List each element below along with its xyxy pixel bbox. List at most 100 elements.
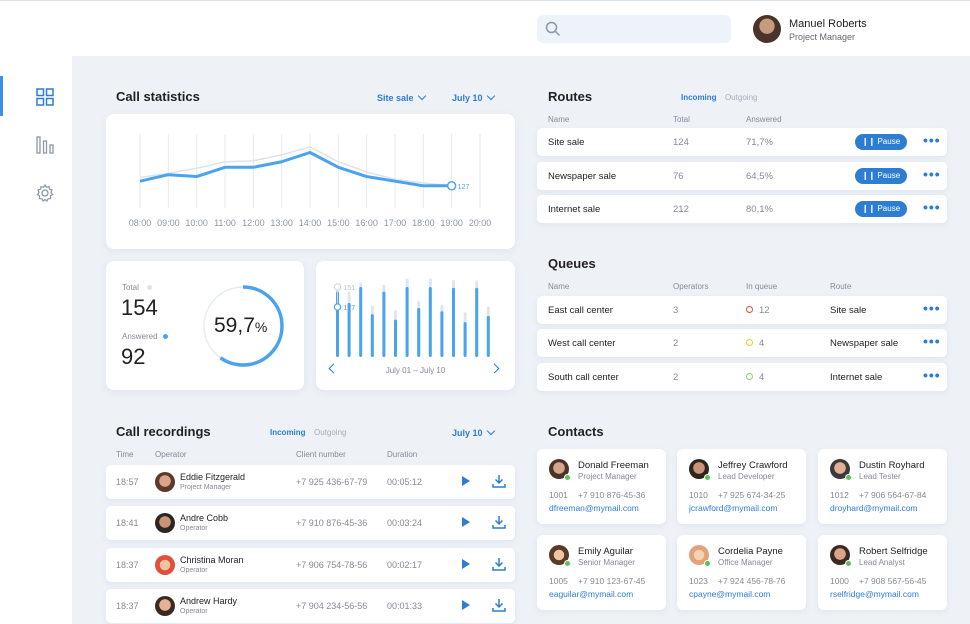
- play-icon[interactable]: [462, 476, 470, 486]
- recording-row[interactable]: 18:37 Christina Moran Operator +7 906 75…: [106, 548, 515, 582]
- download-icon[interactable]: [492, 557, 506, 571]
- queue-row[interactable]: South call center 2 4 Internet sale •••: [537, 363, 947, 391]
- dashboard-icon[interactable]: [36, 88, 54, 106]
- download-icon[interactable]: [492, 515, 506, 529]
- online-status-icon: [845, 560, 852, 567]
- recording-row[interactable]: 18:57 Eddie Fitzgerald Project Manager +…: [106, 465, 515, 499]
- more-icon[interactable]: •••: [923, 199, 941, 215]
- x-tick-label: 10:00: [185, 218, 208, 228]
- pause-button[interactable]: ❙❙ Pause: [855, 201, 907, 217]
- x-tick-label: 12:00: [242, 218, 265, 228]
- recording-time: 18:57: [116, 477, 139, 487]
- route-total: 212: [673, 204, 689, 215]
- contact-role: Lead Developer: [718, 472, 775, 481]
- marker-top: [333, 283, 342, 291]
- search-input[interactable]: [537, 15, 731, 43]
- play-icon[interactable]: [462, 517, 470, 527]
- contact-card[interactable]: Emily Aguilar Senior Manager 1005 +7 910…: [537, 535, 666, 610]
- bar: [347, 302, 351, 357]
- pause-button[interactable]: ❙❙ Pause: [855, 134, 907, 150]
- route-row[interactable]: Newspaper sale 76 64,5% ❙❙ Pause •••: [537, 162, 947, 190]
- avatar[interactable]: [753, 15, 781, 43]
- recordings-tab-incoming[interactable]: Incoming: [270, 428, 306, 437]
- site-filter-dropdown[interactable]: Site sale: [377, 91, 426, 103]
- pause-button[interactable]: ❙❙ Pause: [855, 168, 907, 184]
- recording-duration: 00:03:24: [387, 518, 423, 528]
- contact-email[interactable]: rselfridge@mymail.com: [830, 589, 919, 599]
- avatar: [830, 459, 850, 479]
- routes-tab-incoming[interactable]: Incoming: [681, 93, 717, 102]
- recording-time: 18:37: [116, 560, 139, 570]
- contact-phone: +7 908 567-56-45: [859, 576, 927, 586]
- more-icon[interactable]: •••: [923, 166, 941, 182]
- route-answered: 80,1%: [746, 204, 773, 215]
- route-name: Newspaper sale: [548, 171, 617, 182]
- top-bar: Manuel Roberts Project Manager: [0, 0, 970, 56]
- play-icon[interactable]: [462, 600, 470, 610]
- queue-name: West call center: [548, 338, 616, 349]
- contact-email[interactable]: eaguilar@mymail.com: [549, 589, 634, 599]
- routes-tab-outgoing[interactable]: Outgoing: [725, 93, 758, 102]
- play-icon[interactable]: [462, 559, 470, 569]
- contact-card[interactable]: Dustin Royhard Lead Tester 1012 +7 906 5…: [818, 449, 947, 524]
- recordings-col-time: Time: [116, 450, 134, 459]
- contact-name: Cordelia Payne: [718, 546, 783, 557]
- recording-row[interactable]: 18:41 Andre Cobb Operator +7 910 876-45-…: [106, 506, 515, 540]
- percent-unit: %: [254, 319, 268, 335]
- queue-inqueue: 4: [759, 372, 765, 383]
- queue-row[interactable]: West call center 2 4 Newspaper sale •••: [537, 329, 947, 357]
- gear-icon[interactable]: [36, 184, 54, 202]
- user-name: Manuel Roberts: [789, 18, 867, 30]
- queue-route: Internet sale: [830, 372, 883, 383]
- date-filter-label: July 10: [452, 93, 483, 103]
- contact-card[interactable]: Cordelia Payne Office Manager 1023 +7 92…: [677, 535, 806, 610]
- bar: [428, 287, 432, 357]
- contact-card[interactable]: Donald Freeman Project Manager 1001 +7 9…: [537, 449, 666, 524]
- status-dot-icon: [746, 373, 753, 380]
- recording-row[interactable]: 18:37 Andrew Hardy Operator +7 904 234-5…: [106, 589, 515, 623]
- contact-role: Lead Tester: [859, 472, 901, 481]
- queues-title: Queues: [548, 256, 596, 271]
- more-icon[interactable]: •••: [923, 333, 941, 349]
- contact-card[interactable]: Robert Selfridge Lead Analyst 1000 +7 90…: [818, 535, 947, 610]
- call-statistics-title: Call statistics: [116, 89, 200, 104]
- contact-card[interactable]: Jeffrey Crawford Lead Developer 1010 +7 …: [677, 449, 806, 524]
- x-tick-label: 11:00: [214, 218, 236, 228]
- more-icon[interactable]: •••: [923, 132, 941, 148]
- queues-col-inqueue: In queue: [746, 282, 778, 291]
- avatar: [689, 459, 709, 479]
- contact-email[interactable]: dfreeman@mymail.com: [549, 503, 639, 513]
- bar: [405, 287, 409, 357]
- recordings-date-dropdown[interactable]: July 10: [452, 426, 495, 438]
- total-label: Total: [122, 283, 139, 292]
- download-icon[interactable]: [492, 474, 506, 488]
- total-value: 154: [121, 295, 158, 320]
- date-filter-dropdown[interactable]: July 10: [452, 91, 495, 103]
- marker-top-label: 151: [344, 285, 356, 292]
- queue-route: Newspaper sale: [830, 338, 899, 349]
- user-role: Project Manager: [789, 32, 856, 42]
- avatar: [155, 513, 175, 533]
- pause-label: Pause: [877, 137, 901, 146]
- chart-icon[interactable]: [36, 136, 54, 154]
- bar: [452, 287, 455, 357]
- avatar: [549, 545, 569, 565]
- download-icon[interactable]: [492, 598, 506, 612]
- queues-col-name: Name: [548, 282, 570, 291]
- recording-duration: 00:01:33: [387, 601, 423, 611]
- more-icon[interactable]: •••: [923, 300, 941, 316]
- route-row[interactable]: Site sale 124 71,7% ❙❙ Pause •••: [537, 128, 947, 156]
- contact-email[interactable]: jcrawford@mymail.com: [689, 503, 778, 513]
- contact-email[interactable]: droyhard@mymail.com: [830, 503, 918, 513]
- routes-col-answered: Answered: [746, 115, 782, 124]
- contact-role: Senior Manager: [578, 558, 635, 567]
- route-row[interactable]: Internet sale 212 80,1% ❙❙ Pause •••: [537, 195, 947, 223]
- contact-email[interactable]: cpayne@mymail.com: [689, 589, 771, 599]
- more-icon[interactable]: •••: [923, 367, 941, 383]
- recording-operator-name: Andre Cobb: [180, 513, 229, 523]
- recordings-tab-outgoing[interactable]: Outgoing: [314, 428, 347, 437]
- contact-phone: +7 925 674-34-25: [718, 490, 786, 500]
- x-tick-label: 20:00: [469, 218, 492, 228]
- queue-row[interactable]: East call center 3 12 Site sale •••: [537, 296, 947, 324]
- series-line: [139, 146, 452, 187]
